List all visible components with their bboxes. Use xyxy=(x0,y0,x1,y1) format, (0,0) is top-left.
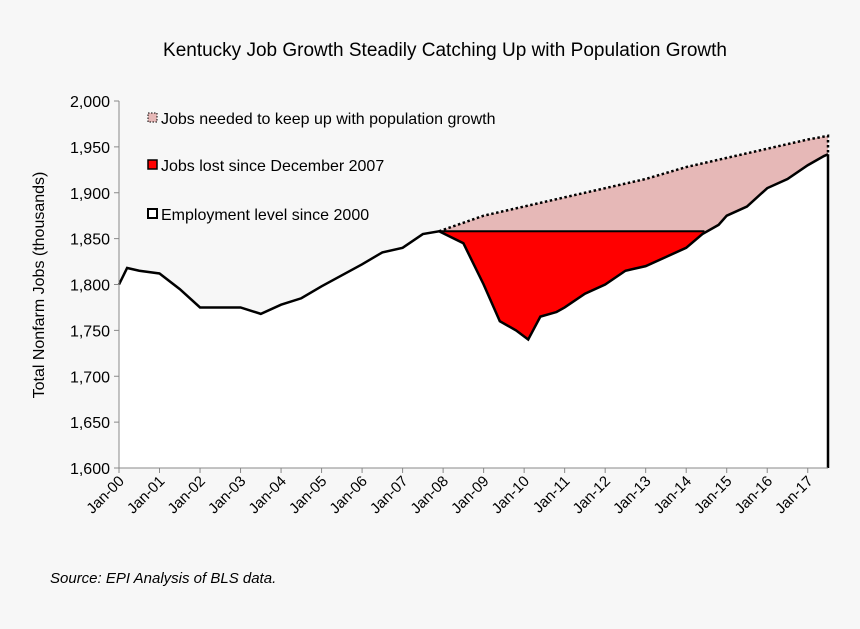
x-tick-label: Jan-15 xyxy=(691,473,735,517)
x-tick-label: Jan-05 xyxy=(286,473,330,517)
legend-swatch-lost xyxy=(147,159,158,170)
x-tick-label: Jan-07 xyxy=(367,473,411,517)
y-tick-label: 1,800 xyxy=(70,278,110,295)
x-tick-label: Jan-16 xyxy=(732,473,776,517)
legend-swatch-employment xyxy=(147,208,158,219)
population-line xyxy=(438,134,830,233)
legend-swatch-population xyxy=(147,112,158,123)
legend: Jobs needed to keep up with population g… xyxy=(147,111,495,224)
x-tick-label: Jan-17 xyxy=(772,473,816,517)
x-tick-label: Jan-02 xyxy=(164,473,208,517)
x-tick-label: Jan-06 xyxy=(326,473,370,517)
x-tick-label: Jan-09 xyxy=(448,473,492,517)
x-tick-label: Jan-08 xyxy=(407,473,451,517)
x-tick-label: Jan-12 xyxy=(570,473,614,517)
legend-label-employment: Employment level since 2000 xyxy=(161,207,369,224)
y-tick-label: 1,600 xyxy=(70,461,110,478)
y-tick-label: 1,900 xyxy=(70,186,110,203)
legend-label-lost: Jobs lost since December 2007 xyxy=(161,158,384,175)
x-tick-label: Jan-04 xyxy=(245,473,289,517)
jobs-lost-area xyxy=(439,231,711,340)
y-tick-label: 1,850 xyxy=(70,232,110,249)
chart-title: Kentucky Job Growth Steadily Catching Up… xyxy=(163,40,727,61)
y-tick-label: 1,950 xyxy=(70,140,110,157)
y-tick-label: 1,750 xyxy=(70,323,110,340)
x-tick-label: Jan-00 xyxy=(83,473,127,517)
x-tick-label: Jan-01 xyxy=(124,473,168,517)
y-tick-label: 1,700 xyxy=(70,369,110,386)
y-tick-label: 2,000 xyxy=(70,94,110,111)
legend-label-population: Jobs needed to keep up with population g… xyxy=(161,111,495,128)
y-axis-label: Total Nonfarm Jobs (thousands) xyxy=(31,172,48,399)
x-tick-label: Jan-11 xyxy=(530,473,574,517)
x-tick-label: Jan-13 xyxy=(610,473,654,517)
x-tick-label: Jan-03 xyxy=(205,473,249,517)
y-tick-label: 1,650 xyxy=(70,415,110,432)
source-note: Source: EPI Analysis of BLS data. xyxy=(50,570,276,587)
employment-area xyxy=(119,154,828,468)
x-tick-label: Jan-14 xyxy=(651,473,695,517)
x-tick-label: Jan-10 xyxy=(489,473,533,517)
employment-line xyxy=(117,153,829,342)
